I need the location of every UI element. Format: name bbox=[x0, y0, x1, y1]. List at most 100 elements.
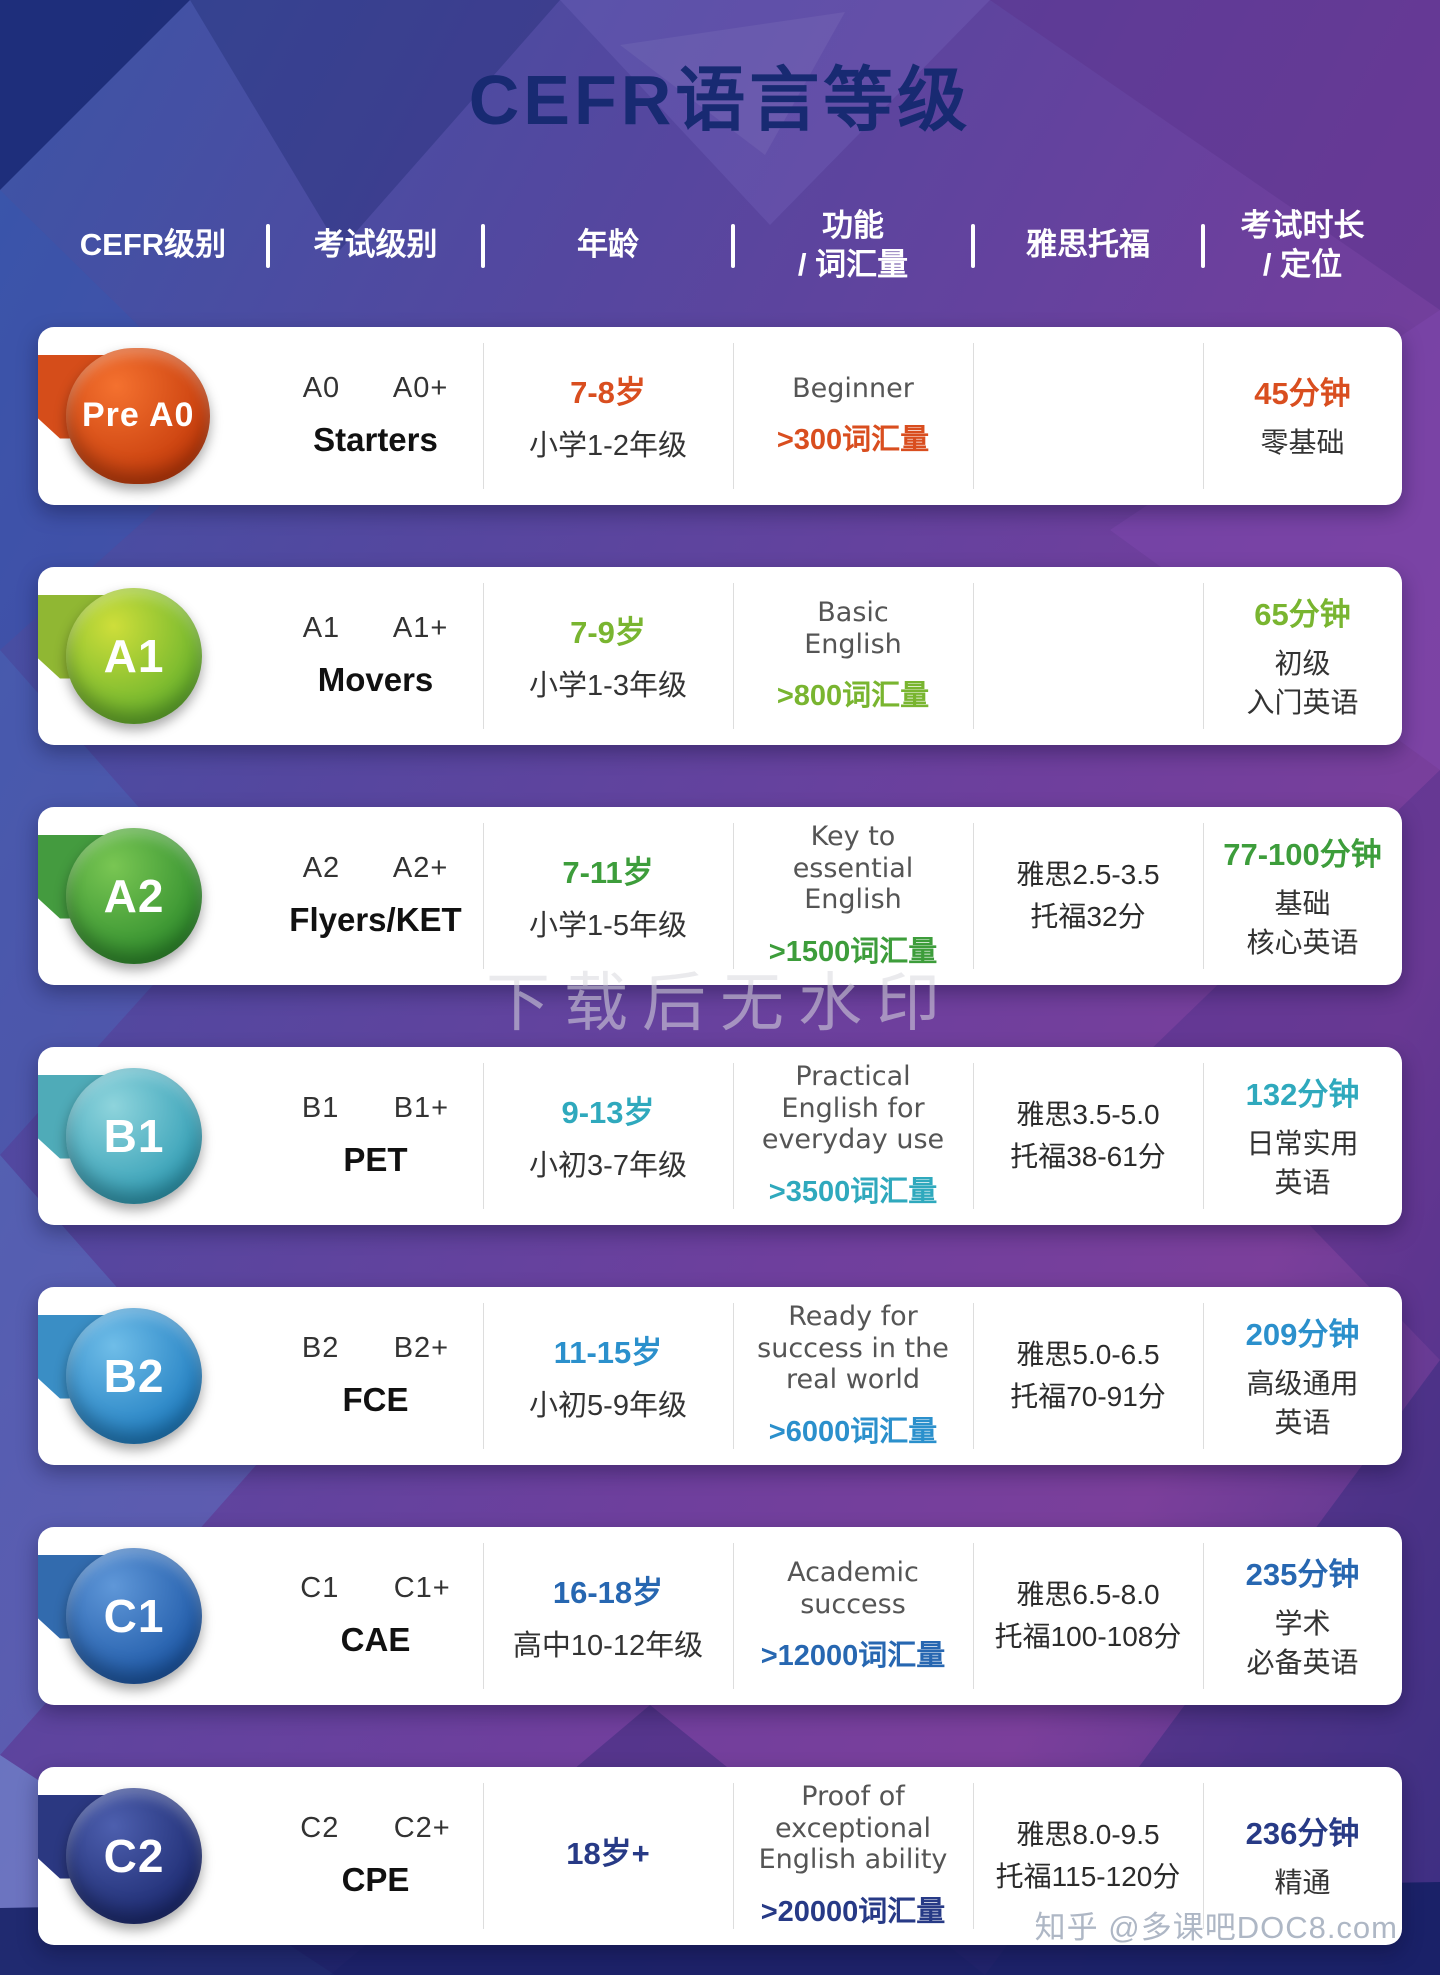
function-description: Key to essential English bbox=[792, 820, 914, 916]
header-duration-position: 考试时长 / 定位 bbox=[1203, 195, 1402, 297]
vocabulary-size: >12000词汇量 bbox=[760, 1640, 946, 1673]
exam-name: CAE bbox=[340, 1621, 411, 1658]
cefr-level-badge: C1 bbox=[66, 1547, 202, 1684]
exam-sublevels: C1 C1+ bbox=[300, 1572, 451, 1604]
age-range: 18岁+ bbox=[566, 1836, 650, 1871]
ielts-toefl-cell: 雅思3.5-5.0 托福38-61分 bbox=[973, 1047, 1203, 1225]
duration-position-cell: 45分钟 零基础 bbox=[1203, 327, 1402, 505]
age-cell: 7-8岁 小学1-2年级 bbox=[483, 327, 733, 505]
level-row: B1 B1 B1+ PET 9-13岁 小初3-7年级 Practical En… bbox=[38, 1046, 1402, 1225]
ielts-toefl-scores: 雅思8.0-9.5 托福115-120分 bbox=[995, 1818, 1181, 1892]
exam-duration: 235分钟 bbox=[1245, 1556, 1360, 1592]
function-vocab-cell: Practical English for everyday use >3500… bbox=[733, 1047, 973, 1225]
cefr-level-badge: A2 bbox=[66, 827, 202, 964]
cefr-level-label: C2 bbox=[103, 1829, 165, 1882]
function-description: Beginner bbox=[792, 372, 914, 404]
exam-level-cell: A1 A1+ Movers bbox=[268, 567, 483, 745]
cefr-badge-cell: A2 bbox=[38, 807, 268, 985]
exam-level-cell: B2 B2+ FCE bbox=[268, 1287, 483, 1465]
duration-position-cell: 132分钟 日常实用 英语 bbox=[1203, 1047, 1402, 1225]
cefr-level-label: A2 bbox=[103, 869, 165, 922]
center-watermark: 下载后无水印 bbox=[486, 967, 954, 1039]
duration-position-cell: 65分钟 初级 入门英语 bbox=[1203, 567, 1402, 745]
exam-sublevels: B2 B2+ bbox=[301, 1332, 450, 1364]
level-row: C1 C1 C1+ CAE 16-18岁 高中10-12年级 Academic … bbox=[38, 1526, 1402, 1705]
exam-duration: 209分钟 bbox=[1245, 1316, 1360, 1352]
header-cefr-level: CEFR级别 bbox=[79, 227, 227, 263]
age-cell: 9-13岁 小初3-7年级 bbox=[483, 1047, 733, 1225]
header-ielts-toefl: 雅思托福 bbox=[973, 214, 1203, 277]
exam-name: PET bbox=[343, 1141, 408, 1178]
function-vocab-cell: Ready for success in the real world >600… bbox=[733, 1287, 973, 1465]
age-cell: 16-18岁 高中10-12年级 bbox=[483, 1527, 733, 1705]
vocabulary-size: >300词汇量 bbox=[776, 424, 930, 457]
exam-sublevels: A2 A2+ bbox=[302, 852, 449, 884]
level-positioning: 学术 必备英语 bbox=[1246, 1607, 1359, 1678]
level-positioning: 高级通用 英语 bbox=[1246, 1367, 1359, 1438]
vocabulary-size: >6000词汇量 bbox=[768, 1416, 938, 1449]
age-cell: 18岁+ bbox=[483, 1767, 733, 1945]
exam-duration: 65分钟 bbox=[1254, 596, 1351, 632]
cefr-level-label: B2 bbox=[103, 1349, 165, 1402]
cefr-badge-cell: A1 bbox=[38, 567, 268, 745]
header-function-vocab: 功能 / 词汇量 bbox=[733, 195, 973, 297]
grade-range: 小学1-2年级 bbox=[529, 430, 687, 462]
cefr-badge-cell: Pre A0 bbox=[38, 327, 268, 505]
exam-name: FCE bbox=[342, 1381, 409, 1418]
exam-duration: 45分钟 bbox=[1254, 376, 1351, 412]
cefr-level-label: A1 bbox=[103, 629, 165, 682]
header-exam-level: 考试级别 bbox=[268, 214, 483, 277]
ielts-toefl-scores: 雅思6.5-8.0 托福100-108分 bbox=[994, 1578, 1182, 1652]
duration-position-cell: 209分钟 高级通用 英语 bbox=[1203, 1287, 1402, 1465]
cefr-badge-cell: C2 bbox=[38, 1767, 268, 1945]
grade-range: 小学1-3年级 bbox=[529, 670, 687, 702]
level-row: A2 A2 A2+ Flyers/KET 7-11岁 小学1-5年级 Key t… bbox=[38, 806, 1402, 985]
page-title: CEFR语言等级 bbox=[468, 61, 972, 139]
grade-range: 高中10-12年级 bbox=[512, 1630, 704, 1662]
duration-position-cell: 77-100分钟 基础 核心英语 bbox=[1203, 807, 1402, 985]
exam-name: Movers bbox=[317, 661, 434, 698]
level-row: B2 B2 B2+ FCE 11-15岁 小初5-9年级 Ready for s… bbox=[38, 1286, 1402, 1465]
cefr-badge-cell: C1 bbox=[38, 1527, 268, 1705]
ielts-toefl-scores: 雅思2.5-3.5 托福32分 bbox=[1016, 858, 1160, 932]
exam-level-cell: A2 A2+ Flyers/KET bbox=[268, 807, 483, 985]
exam-level-cell: C2 C2+ CPE bbox=[268, 1767, 483, 1945]
level-positioning: 零基础 bbox=[1260, 427, 1345, 459]
vocabulary-size: >20000词汇量 bbox=[760, 1896, 946, 1929]
ielts-toefl-cell: 雅思2.5-3.5 托福32分 bbox=[973, 807, 1203, 985]
level-positioning: 日常实用 英语 bbox=[1246, 1127, 1359, 1198]
exam-duration: 132分钟 bbox=[1245, 1076, 1360, 1112]
ielts-toefl-cell: 雅思8.0-9.5 托福115-120分 bbox=[973, 1767, 1203, 1945]
function-vocab-cell: Key to essential English >1500词汇量 bbox=[733, 807, 973, 985]
function-description: Practical English for everyday use bbox=[761, 1060, 945, 1156]
age-range: 7-11岁 bbox=[562, 855, 654, 890]
bottom-watermark: 知乎 @多课吧DOC8.com bbox=[1034, 1910, 1398, 1945]
exam-duration: 236分钟 bbox=[1245, 1816, 1360, 1852]
age-range: 7-9岁 bbox=[570, 615, 646, 650]
exam-name: CPE bbox=[341, 1861, 410, 1898]
ielts-toefl-cell bbox=[973, 327, 1203, 505]
exam-name: Starters bbox=[313, 421, 438, 458]
grade-range: 小初3-7年级 bbox=[529, 1150, 687, 1182]
exam-sublevels: C2 C2+ bbox=[300, 1812, 451, 1844]
level-positioning: 精通 bbox=[1274, 1867, 1331, 1899]
function-vocab-cell: Basic English >800词汇量 bbox=[733, 567, 973, 745]
cefr-level-label: C1 bbox=[103, 1589, 165, 1642]
age-range: 11-15岁 bbox=[553, 1335, 663, 1370]
ielts-toefl-scores: 雅思3.5-5.0 托福38-61分 bbox=[1010, 1098, 1166, 1172]
cefr-level-label: B1 bbox=[103, 1109, 165, 1162]
ielts-toefl-scores: 雅思5.0-6.5 托福70-91分 bbox=[1010, 1338, 1166, 1412]
age-range: 16-18岁 bbox=[552, 1575, 664, 1610]
grade-range: 小学1-5年级 bbox=[529, 910, 687, 942]
cefr-level-badge: C2 bbox=[66, 1787, 202, 1924]
age-cell: 7-11岁 小学1-5年级 bbox=[483, 807, 733, 985]
level-positioning: 基础 核心英语 bbox=[1246, 887, 1359, 958]
function-vocab-cell: Academic success >12000词汇量 bbox=[733, 1527, 973, 1705]
header-age: 年龄 bbox=[483, 214, 733, 277]
function-description: Proof of exceptional English ability bbox=[758, 1780, 948, 1876]
exam-duration: 77-100分钟 bbox=[1223, 836, 1382, 872]
function-description: Basic English bbox=[804, 596, 902, 660]
level-positioning: 初级 入门英语 bbox=[1246, 647, 1359, 718]
level-row: A1 A1 A1+ Movers 7-9岁 小学1-3年级 Basic Engl… bbox=[38, 566, 1402, 745]
exam-sublevels: A1 A1+ bbox=[302, 612, 449, 644]
